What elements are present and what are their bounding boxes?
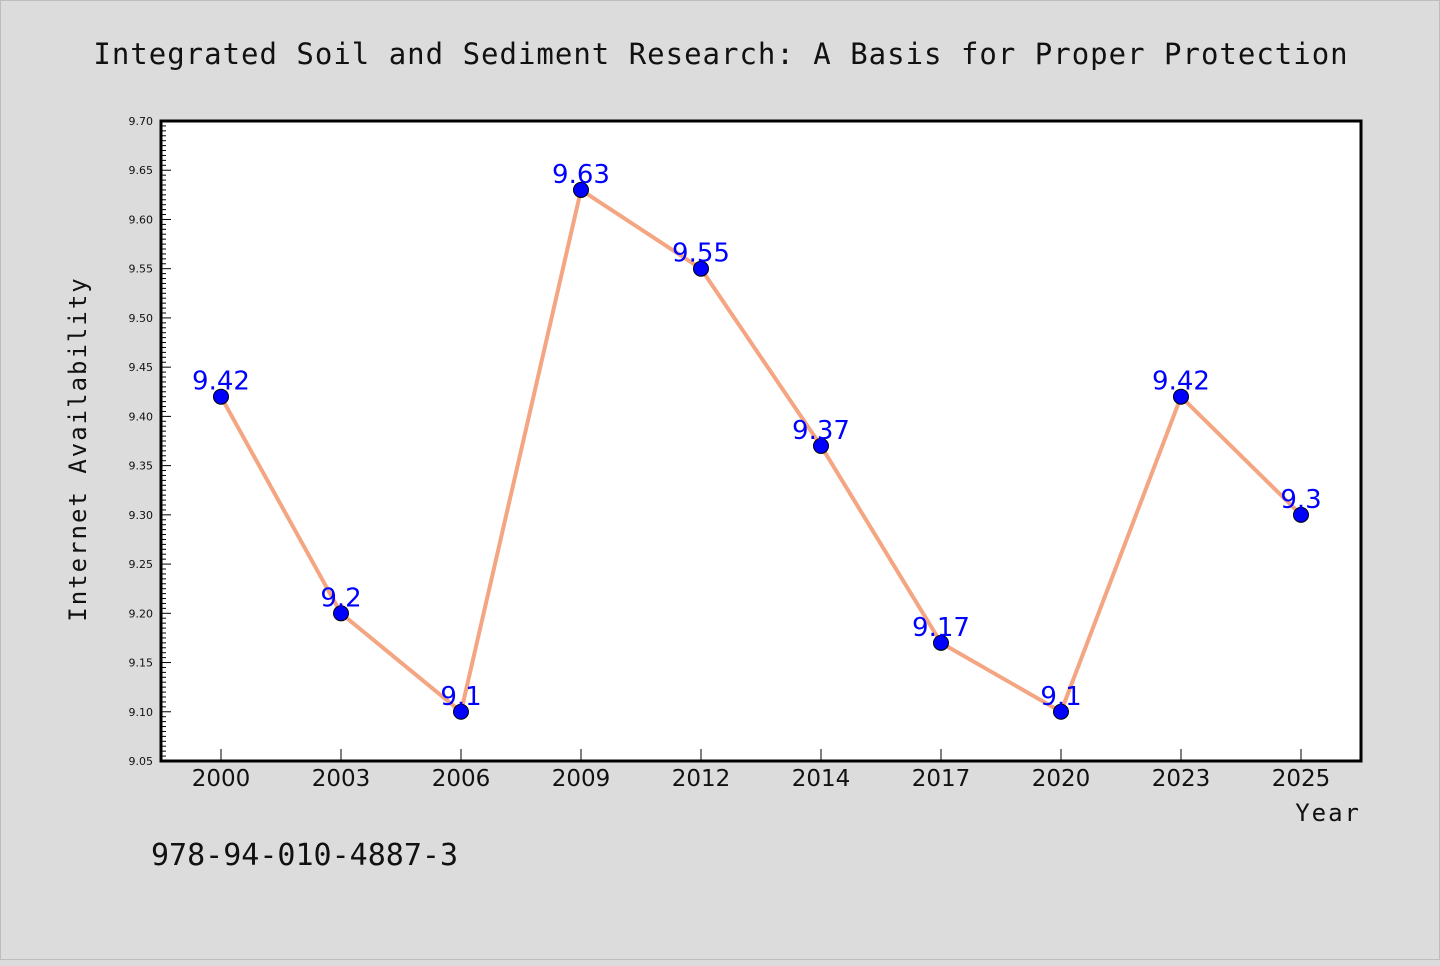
x-tick-label: 2017 [912,766,971,792]
y-axis: 9.05 9.10 9.15 9.20 9.25 9.30 9.35 9.40 9.45 9.50… [129,115,171,768]
data-point [1053,703,1069,720]
data-label: 9.42 [1152,367,1210,397]
data-point [813,437,829,454]
data-point [1173,388,1189,405]
data-label: 9.63 [552,160,610,190]
y-tick-label: 9.05 [129,755,154,768]
x-tick-label: 2009 [552,766,611,792]
footer-code: 978-94-010-4887-3 [151,838,458,873]
data-point [213,388,229,405]
data-point [693,260,709,277]
x-tick-label: 2003 [312,766,371,792]
x-axis-label: Year [1295,799,1361,827]
data-point [453,703,469,720]
y-tick-label: 9.50 [129,312,154,325]
data-label: 9.17 [912,613,970,643]
x-tick-label: 2023 [1152,766,1211,792]
data-label: 9.37 [792,416,850,446]
y-tick-label: 9.35 [129,460,154,473]
x-tick-label: 2012 [672,766,731,792]
x-tick-label: 2006 [432,766,491,792]
y-tick-label: 9.10 [129,706,154,719]
y-tick-label: 9.55 [129,263,154,276]
y-tick-label: 9.70 [129,115,154,128]
y-tick-label: 9.30 [129,509,154,522]
y-tick-label: 9.15 [129,657,154,670]
x-tick-label: 2000 [192,766,251,792]
series-line [219,187,1303,714]
data-point [1293,506,1309,523]
data-label: 9.42 [192,367,250,397]
data-label: 9.1 [440,682,481,712]
chart-title: Integrated Soil and Sediment Research: A… [93,37,1348,71]
y-tick-label: 9.60 [129,213,154,226]
data-label: 9.3 [1280,485,1321,515]
x-tick-label: 2025 [1272,766,1331,792]
data-point [933,634,949,651]
y-tick-label: 9.25 [129,558,154,571]
x-tick-label: 2014 [792,766,851,792]
x-tick-label: 2020 [1032,766,1091,792]
x-axis: 2000 2003 2006 2009 2012 2014 2017 2020 2023 2025 [192,749,1331,792]
plot-area [159,119,1363,763]
data-point [333,605,349,622]
data-label: 9.2 [320,583,361,613]
y-tick-label: 9.40 [129,410,154,423]
y-tick-label: 9.20 [129,607,154,620]
series-layer [213,181,1309,720]
y-tick-label: 9.65 [129,164,154,177]
y-tick-label: 9.45 [129,361,154,374]
data-label: 9.1 [1040,682,1081,712]
data-labels: 9.42 9.2 9.1 9.63 9.55 9.37 9.17 9.1 9.42 9.3 [192,160,1322,712]
y-axis-label: Internet Availability [64,276,92,621]
data-label: 9.55 [672,239,730,269]
data-point [573,181,589,198]
